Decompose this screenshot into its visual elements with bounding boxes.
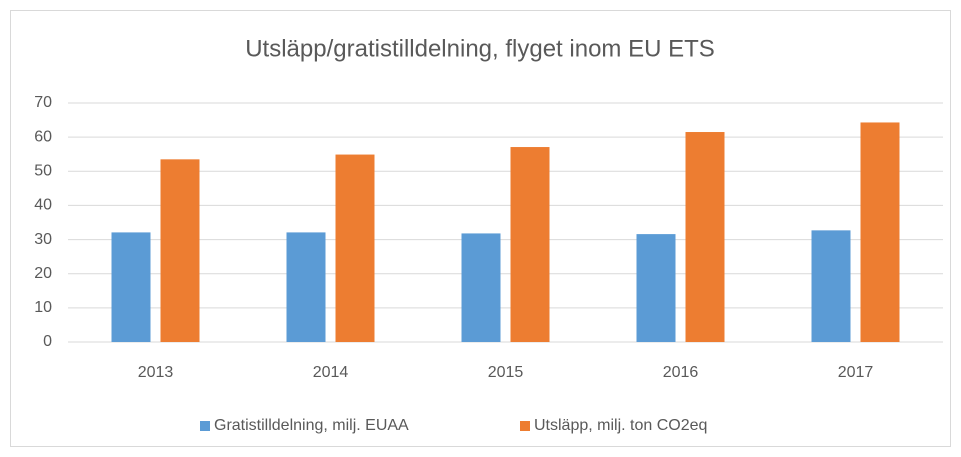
legend-swatch — [200, 421, 210, 431]
bar — [111, 232, 151, 342]
x-tick-label: 2013 — [138, 364, 174, 381]
y-tick-label: 30 — [34, 231, 52, 248]
y-tick-label: 10 — [34, 299, 52, 316]
y-tick-label: 60 — [34, 128, 52, 145]
legend-swatch — [520, 421, 530, 431]
bar — [160, 159, 200, 342]
bar — [860, 122, 900, 342]
y-tick-label: 50 — [34, 163, 52, 180]
bar — [335, 154, 375, 342]
legend-label: Utsläpp, milj. ton CO2eq — [534, 417, 707, 434]
bar — [636, 234, 676, 342]
x-tick-label: 2015 — [488, 364, 524, 381]
bar — [685, 132, 725, 342]
x-tick-label: 2017 — [838, 364, 874, 381]
x-tick-label: 2014 — [313, 364, 349, 381]
bar — [811, 230, 851, 342]
bar — [461, 233, 501, 342]
y-tick-label: 40 — [34, 197, 52, 214]
y-tick-label: 70 — [34, 94, 52, 111]
bar — [286, 232, 326, 342]
legend-label: Gratistilldelning, milj. EUAA — [214, 417, 409, 434]
y-tick-label: 20 — [34, 265, 52, 282]
chart-title: Utsläpp/gratistilldelning, flyget inom E… — [245, 35, 715, 62]
x-tick-label: 2016 — [663, 364, 699, 381]
bar — [510, 147, 550, 342]
y-tick-label: 0 — [43, 333, 52, 350]
